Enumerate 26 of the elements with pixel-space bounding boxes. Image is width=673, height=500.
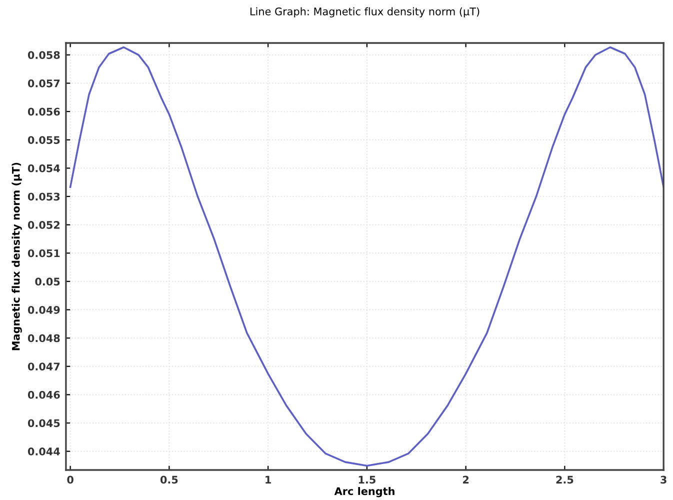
y-tick-label: 0.058 bbox=[28, 51, 60, 59]
chart-title: Line Graph: Magnetic flux density norm (µT) bbox=[250, 7, 480, 18]
line-series bbox=[69, 46, 664, 467]
y-tick-label: 0.045 bbox=[28, 419, 60, 428]
y-tick-label: 0.056 bbox=[28, 108, 60, 116]
y-tick-label: 0.048 bbox=[28, 334, 60, 342]
x-tick-label: 0 bbox=[67, 476, 74, 484]
y-tick-label: 0.05 bbox=[35, 278, 60, 286]
y-axis-title: Magnetic flux density norm (µT) bbox=[12, 162, 22, 350]
x-tick-label: 2.5 bbox=[556, 476, 574, 484]
x-tick-label: 0.5 bbox=[160, 476, 178, 484]
x-axis-title: Arc length bbox=[334, 487, 394, 498]
y-tick-label: 0.046 bbox=[28, 390, 60, 399]
y-tick-label: 0.047 bbox=[28, 362, 60, 370]
y-tick-label: 0.049 bbox=[28, 306, 60, 314]
y-tick-label: 0.052 bbox=[28, 221, 60, 229]
y-tick-label: 0.053 bbox=[28, 192, 60, 201]
x-tick-label: 1.5 bbox=[358, 476, 376, 484]
y-tick-label: 0.051 bbox=[28, 249, 60, 258]
x-tick-label: 1 bbox=[266, 476, 271, 484]
y-tick-label: 0.057 bbox=[28, 79, 60, 88]
y-tick-label: 0.044 bbox=[28, 448, 60, 456]
x-tick-label: 2 bbox=[463, 476, 469, 484]
y-tick-label: 0.055 bbox=[28, 136, 60, 144]
x-tick-label: 3 bbox=[660, 476, 666, 484]
y-tick-label: 0.054 bbox=[28, 164, 60, 172]
